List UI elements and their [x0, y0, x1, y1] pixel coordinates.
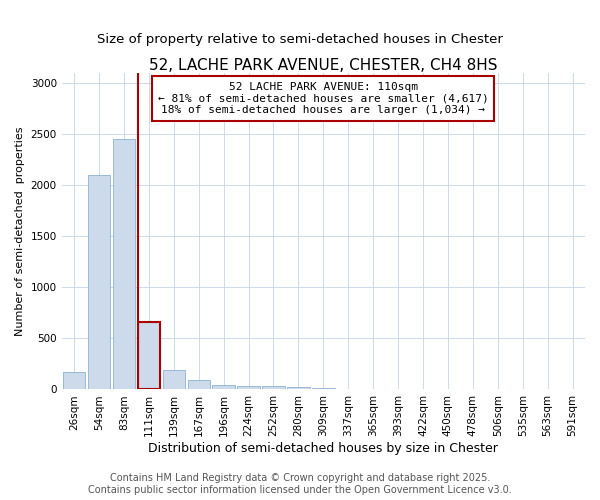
Bar — [88, 174, 110, 390]
X-axis label: Distribution of semi-detached houses by size in Chester: Distribution of semi-detached houses by … — [148, 442, 498, 455]
Bar — [262, 386, 285, 390]
Bar — [312, 388, 335, 390]
Bar — [63, 372, 85, 390]
Text: 52 LACHE PARK AVENUE: 110sqm
← 81% of semi-detached houses are smaller (4,617)
1: 52 LACHE PARK AVENUE: 110sqm ← 81% of se… — [158, 82, 489, 115]
Bar — [113, 139, 135, 390]
Title: 52, LACHE PARK AVENUE, CHESTER, CH4 8HS: 52, LACHE PARK AVENUE, CHESTER, CH4 8HS — [149, 58, 497, 72]
Bar — [212, 385, 235, 390]
Y-axis label: Number of semi-detached  properties: Number of semi-detached properties — [15, 126, 25, 336]
Text: Contains HM Land Registry data © Crown copyright and database right 2025.
Contai: Contains HM Land Registry data © Crown c… — [88, 474, 512, 495]
Bar — [137, 322, 160, 390]
Bar — [287, 388, 310, 390]
Bar — [238, 386, 260, 390]
Bar — [188, 380, 210, 390]
Text: Size of property relative to semi-detached houses in Chester: Size of property relative to semi-detach… — [97, 32, 503, 46]
Bar — [163, 370, 185, 390]
